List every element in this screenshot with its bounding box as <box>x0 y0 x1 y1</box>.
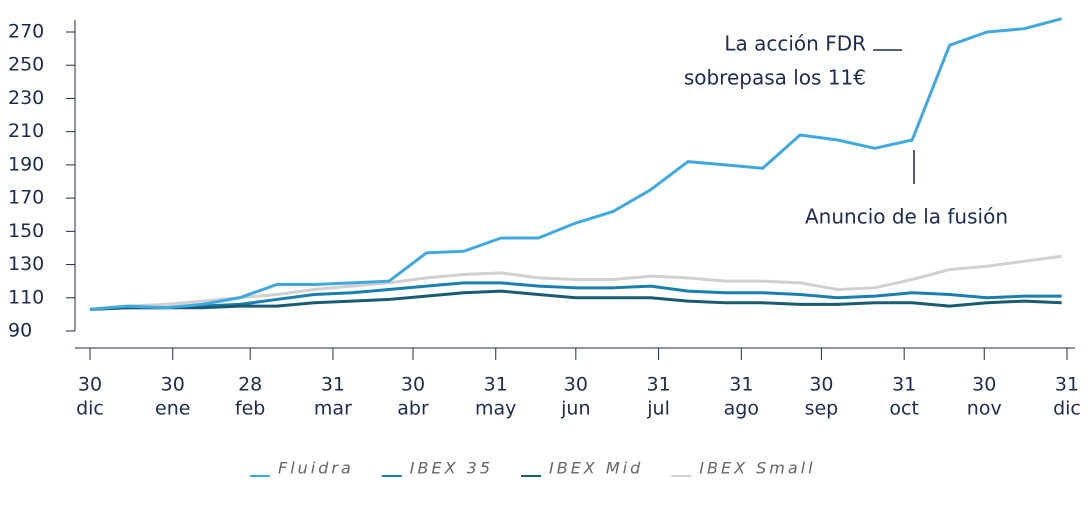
y-tick-label: 230 <box>8 87 44 109</box>
x-tick-label: 30 <box>161 374 185 396</box>
legend-label: Fluidra <box>278 459 354 478</box>
x-tick-label: 31 <box>646 374 670 396</box>
y-tick-label: 110 <box>8 286 44 308</box>
y-tick-label: 190 <box>8 153 44 175</box>
x-tick-label: 31 <box>729 374 753 396</box>
x-tick-label: jul <box>646 398 670 420</box>
annotation: sobrepasa los 11€ <box>684 66 866 90</box>
annotation: Anuncio de la fusión <box>805 205 1008 229</box>
x-tick-label: jun <box>560 398 590 420</box>
series-line <box>89 281 1062 311</box>
x-tick-label: sep <box>805 398 839 420</box>
x-tick-label: feb <box>235 398 265 420</box>
y-tick-label: 250 <box>8 54 44 76</box>
x-tick-label: abr <box>397 398 429 420</box>
x-tick-label: 31 <box>484 374 508 396</box>
y-tick-label: 130 <box>8 253 44 275</box>
x-tick-label: 30 <box>401 374 425 396</box>
x-tick-label: dic <box>1053 398 1081 420</box>
y-tick-label: 170 <box>8 187 44 209</box>
series-line <box>89 254 1062 311</box>
x-tick-label: nov <box>967 398 1002 420</box>
legend-label: IBEX Small <box>699 459 815 478</box>
y-tick-label: 150 <box>8 220 44 242</box>
x-tick-label: 30 <box>564 374 588 396</box>
x-tick-label: 30 <box>809 374 833 396</box>
x-tick-label: may <box>475 398 516 420</box>
x-tick-label: dic <box>76 398 104 420</box>
series-line <box>89 289 1062 311</box>
x-tick-label: 31 <box>1055 374 1079 396</box>
x-tick-label: 30 <box>78 374 102 396</box>
x-tick-label: 31 <box>321 374 345 396</box>
x-tick-label: 30 <box>972 374 996 396</box>
x-tick-label: mar <box>314 398 352 420</box>
x-tick-label: oct <box>889 398 919 420</box>
y-tick-label: 90 <box>8 320 32 342</box>
y-tick-label: 210 <box>8 120 44 142</box>
annotation: La acción FDR <box>724 32 866 56</box>
x-tick-label: ene <box>155 398 190 420</box>
series-line <box>89 17 1063 311</box>
x-tick-label: 28 <box>238 374 262 396</box>
legend-label: IBEX Mid <box>549 459 643 478</box>
y-tick-label: 270 <box>8 21 44 43</box>
x-tick-label: 31 <box>892 374 916 396</box>
x-tick-label: ago <box>724 398 759 420</box>
legend-label: IBEX 35 <box>410 459 493 478</box>
